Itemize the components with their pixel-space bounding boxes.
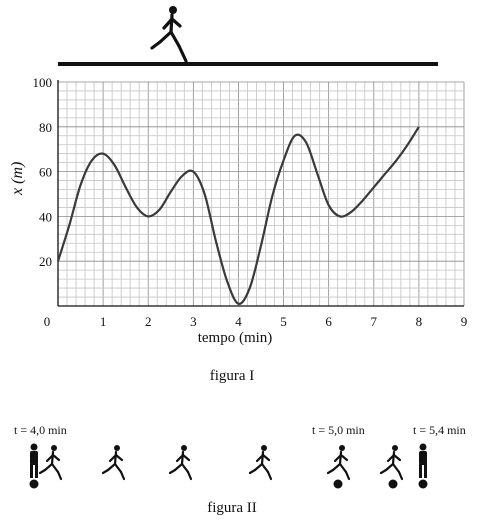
track-line (58, 62, 438, 66)
standing-person-icon (419, 443, 427, 478)
runner-icon (248, 445, 273, 481)
x-tick-label: 5 (280, 314, 287, 329)
ball-icon (418, 479, 428, 489)
x-tick-label: 1 (100, 314, 107, 329)
y-tick-label: 100 (33, 75, 53, 90)
standing-person-icon (30, 443, 38, 478)
x-tick-label: 0 (44, 314, 51, 329)
runner-icon (38, 445, 63, 481)
x-tick-label: 8 (416, 314, 423, 329)
position-time-chart: 0 1 2 3 4 5 6 7 8 9 20 40 60 80 100 tempo (min) x (m) (9, 75, 467, 346)
y-tick-label: 20 (39, 254, 52, 269)
x-tick-label: 3 (190, 314, 197, 329)
x-axis-label: tempo (min) (198, 330, 273, 346)
y-tick-label: 80 (39, 120, 52, 135)
ball-icon (333, 479, 343, 489)
runner-icon (326, 445, 351, 481)
x-tick-label: 9 (461, 314, 468, 329)
figure-ii-sequence: t = 4,0 min t = 5,0 min t = 5,4 min (14, 423, 466, 489)
x-tick-label: 6 (325, 314, 332, 329)
x-tick-label: 2 (145, 314, 152, 329)
runner-icon (101, 445, 126, 481)
runner-icon (168, 445, 193, 481)
ball-icon (388, 479, 398, 489)
runner-icon (379, 445, 404, 481)
time-label: t = 4,0 min (14, 423, 67, 437)
ball-icon (29, 479, 39, 489)
time-label: t = 5,4 min (413, 423, 466, 437)
series-line (56, 126, 420, 305)
figure-i-caption: figura I (209, 368, 255, 384)
y-tick-label: 40 (39, 209, 52, 224)
x-tick-label: 4 (235, 314, 242, 329)
y-tick-label: 60 (39, 165, 52, 180)
y-axis-label: x (m) (9, 162, 26, 196)
figure-ii-caption: figura II (207, 500, 257, 516)
runner-icon (150, 6, 188, 63)
time-label: t = 5,0 min (312, 423, 365, 437)
x-tick-label: 7 (371, 314, 378, 329)
